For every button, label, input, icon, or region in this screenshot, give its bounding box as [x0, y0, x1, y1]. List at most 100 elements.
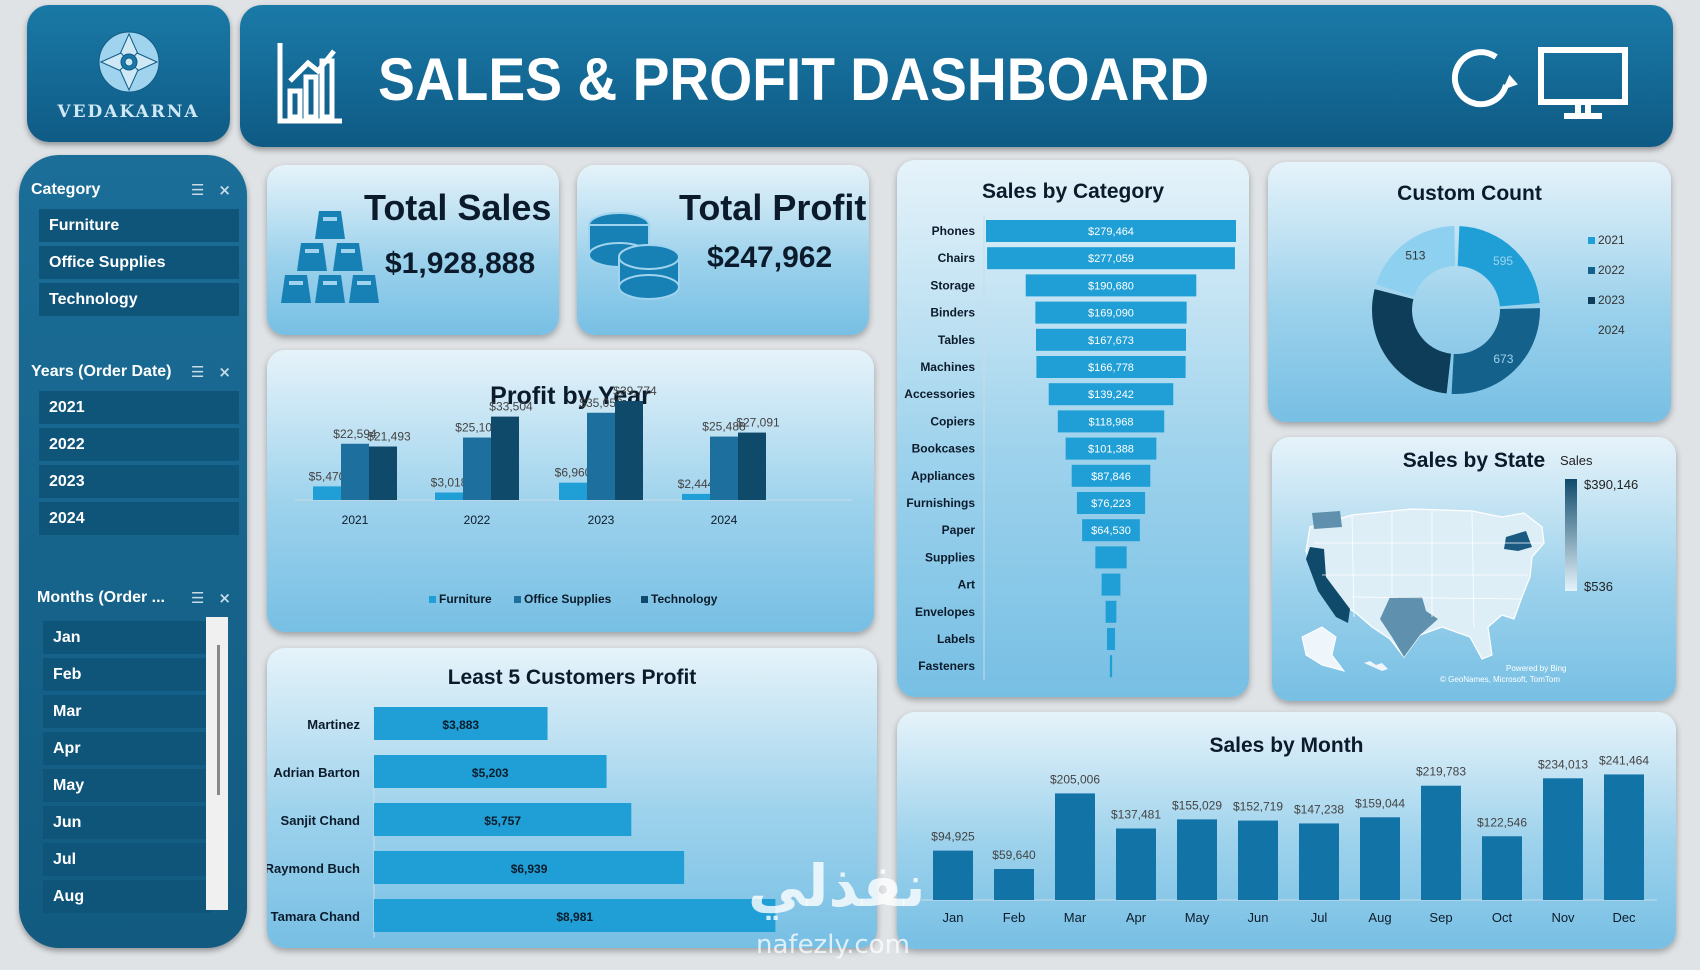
bar-chart-icon [277, 43, 342, 124]
month-bar-label: $122,546 [1477, 815, 1527, 829]
legend-label-office-supplies: Office Supplies [524, 592, 612, 606]
month-tick: Jan [943, 910, 964, 925]
lotus-logo-icon [98, 31, 159, 92]
profit-bar-office-supplies-2021 [341, 443, 369, 500]
donut-legend-swatch [1588, 237, 1595, 244]
category-bar [1105, 600, 1117, 623]
refresh-icon[interactable] [1448, 43, 1520, 115]
clear-filter-icon[interactable]: ⨯ [218, 590, 231, 607]
category-bar [1035, 301, 1187, 324]
month-bar-jun [1238, 820, 1278, 900]
category-bar [1036, 356, 1186, 378]
donut-slice-label: 513 [1405, 248, 1425, 262]
map-legend-title: Sales [1560, 453, 1593, 468]
slicer-item-office-supplies[interactable]: Office Supplies [39, 246, 239, 279]
slicer-item-apr[interactable]: Apr [43, 732, 211, 765]
customer-name: Adrian Barton [273, 765, 360, 780]
category-name: Copiers [930, 414, 975, 428]
profit-bar-technology-2021 [369, 446, 397, 500]
dashboard-title: SALES & PROFIT DASHBOARD [378, 46, 1210, 113]
slicer-item-furniture[interactable]: Furniture [39, 209, 239, 242]
sales-by-month-title: Sales by Month [1209, 734, 1364, 757]
custom-count-chart: 595 673 513 2021 2022 2023 2024 [1372, 226, 1625, 394]
month-bar-label: $59,640 [992, 848, 1036, 862]
category-name: Chairs [938, 251, 976, 265]
logo-text: VEDAKARNA [57, 101, 200, 122]
category-slicer-title: Category [31, 181, 101, 198]
sales-by-state-title: Sales by State [1402, 449, 1546, 472]
month-tick: Feb [1003, 910, 1025, 925]
customer-bar [374, 851, 685, 884]
category-name: Phones [932, 224, 976, 238]
slicer-item-2022[interactable]: 2022 [39, 428, 239, 461]
customer-name: Raymond Buch [267, 861, 360, 876]
slicer-item-feb[interactable]: Feb [43, 658, 211, 691]
category-bar-label: $167,673 [1088, 335, 1134, 347]
category-name: Accessories [904, 387, 975, 401]
category-bar [1082, 519, 1140, 542]
profit-bar-furniture-2024 [682, 493, 710, 500]
category-bar-label: $190,680 [1088, 280, 1134, 292]
profit-year-tick: 2022 [464, 513, 491, 527]
total-profit-title: Total Profit [679, 187, 867, 228]
profit-bar-furniture-2022 [435, 492, 463, 500]
customer-bar [374, 707, 548, 740]
category-bar-label: $166,778 [1088, 362, 1134, 374]
coins-icon [588, 212, 680, 300]
profit-bar-furniture-2021 [313, 486, 341, 500]
category-bar [1109, 655, 1113, 678]
legend-label-furniture: Furniture [439, 592, 492, 606]
multi-select-icon[interactable]: ☰ [190, 182, 205, 199]
slicer-item-technology[interactable]: Technology [39, 283, 239, 316]
slicer-item-2021[interactable]: 2021 [39, 391, 239, 424]
profit-bar-office-supplies-2022 [463, 437, 491, 500]
header-banner: SALES & PROFIT DASHBOARD [240, 5, 1673, 147]
profit-bar-label: $25,100 [455, 421, 499, 435]
month-tick: Nov [1551, 910, 1575, 925]
multi-select-icon[interactable]: ☰ [190, 364, 205, 381]
slicer-item-mar[interactable]: Mar [43, 695, 211, 728]
slicer-item-aug[interactable]: Aug [43, 880, 211, 913]
slicer-item-may[interactable]: May [43, 769, 211, 802]
least-customers-card: Least 5 Customers Profit Martinez $3,883 A… [267, 648, 877, 948]
category-name: Furnishings [906, 496, 975, 510]
custom-count-card: Custom Count 595 673 513 2021 2022 2023 2024 [1268, 162, 1671, 422]
months-scrollbar-thumb[interactable] [217, 645, 220, 795]
slicer-item-2023[interactable]: 2023 [39, 465, 239, 498]
category-slicer: Category ☰ ⨯ Furniture Office Supplies Te… [29, 175, 239, 320]
month-bar-label: $219,783 [1416, 765, 1466, 779]
profit-bar-label: $6,960 [555, 466, 592, 480]
clear-filter-icon[interactable]: ⨯ [218, 364, 231, 381]
slicer-item-2024[interactable]: 2024 [39, 502, 239, 535]
clear-filter-icon[interactable]: ⨯ [218, 182, 231, 199]
multi-select-icon[interactable]: ☰ [190, 590, 205, 607]
legend-swatch-furniture [429, 596, 436, 603]
category-bar-label: $139,242 [1088, 389, 1134, 401]
total-profit-card: Total Profit $247,962 [577, 165, 869, 335]
month-tick: Dec [1612, 910, 1636, 925]
profit-year-tick: 2021 [342, 513, 369, 527]
customer-bar-label: $3,883 [442, 718, 479, 732]
donut-slice-2023 [1372, 289, 1452, 394]
profit-bar-label: $21,493 [367, 430, 411, 444]
slicer-panel: Category ☰ ⨯ Furniture Office Supplies Te… [19, 155, 247, 948]
category-name: Tables [938, 333, 975, 347]
sales-by-month-chart: $94,925 Jan $59,640 Feb $205,006 Mar $137,481 A… [921, 753, 1657, 925]
profit-year-tick: 2024 [711, 513, 738, 527]
customer-name: Tamara Chand [271, 909, 360, 924]
legend-swatch-technology [641, 596, 648, 603]
us-map [1301, 508, 1545, 672]
category-bar [1071, 464, 1151, 487]
category-bar [987, 247, 1235, 270]
slicer-item-jun[interactable]: Jun [43, 806, 211, 839]
map-legend-min: $536 [1584, 579, 1613, 594]
month-bar-label: $234,013 [1538, 757, 1588, 771]
month-bar-jan [933, 850, 973, 900]
sales-by-category-card: Sales by Category Phones $279,464 Chairs $2… [897, 160, 1249, 697]
slicer-item-jan[interactable]: Jan [43, 621, 211, 654]
donut-slice-2021 [1457, 226, 1540, 307]
monitor-icon[interactable] [1538, 47, 1628, 121]
month-tick: Oct [1492, 910, 1513, 925]
slicer-item-jul[interactable]: Jul [43, 843, 211, 876]
profit-bar-label: $35,053 [579, 396, 623, 410]
